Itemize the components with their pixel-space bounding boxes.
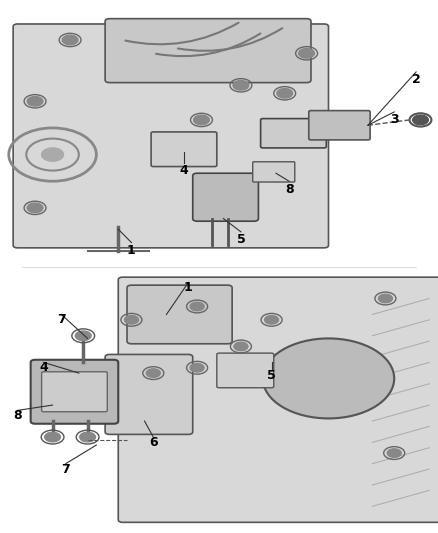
Circle shape bbox=[234, 342, 248, 351]
Circle shape bbox=[190, 364, 204, 372]
Text: 1: 1 bbox=[127, 244, 136, 257]
FancyBboxPatch shape bbox=[42, 372, 107, 411]
Text: 8: 8 bbox=[13, 409, 22, 422]
Text: 7: 7 bbox=[57, 313, 66, 326]
Circle shape bbox=[194, 115, 209, 125]
FancyBboxPatch shape bbox=[105, 354, 193, 434]
FancyBboxPatch shape bbox=[309, 110, 370, 140]
Text: 2: 2 bbox=[412, 74, 420, 86]
FancyBboxPatch shape bbox=[217, 353, 274, 388]
Text: 6: 6 bbox=[149, 436, 158, 449]
Circle shape bbox=[299, 49, 314, 58]
FancyBboxPatch shape bbox=[105, 19, 311, 83]
Circle shape bbox=[378, 294, 392, 303]
Text: 4: 4 bbox=[180, 164, 188, 177]
Circle shape bbox=[387, 449, 401, 457]
Text: 7: 7 bbox=[61, 463, 70, 475]
Text: 8: 8 bbox=[285, 183, 293, 196]
Circle shape bbox=[413, 115, 428, 125]
Circle shape bbox=[27, 96, 43, 106]
FancyBboxPatch shape bbox=[151, 132, 217, 166]
Text: 1: 1 bbox=[184, 281, 193, 294]
Circle shape bbox=[27, 203, 43, 213]
Circle shape bbox=[80, 432, 95, 442]
Circle shape bbox=[265, 316, 279, 324]
FancyBboxPatch shape bbox=[31, 360, 118, 424]
FancyBboxPatch shape bbox=[193, 173, 258, 221]
FancyBboxPatch shape bbox=[261, 118, 326, 148]
FancyBboxPatch shape bbox=[118, 277, 438, 522]
Text: 5: 5 bbox=[237, 233, 245, 246]
Circle shape bbox=[146, 369, 160, 377]
Circle shape bbox=[42, 148, 64, 161]
Circle shape bbox=[75, 331, 91, 341]
Text: 4: 4 bbox=[39, 361, 48, 374]
Text: 3: 3 bbox=[390, 114, 399, 126]
FancyBboxPatch shape bbox=[253, 162, 295, 182]
Circle shape bbox=[124, 316, 138, 324]
Text: 5: 5 bbox=[267, 369, 276, 382]
Circle shape bbox=[62, 35, 78, 45]
Circle shape bbox=[233, 80, 249, 90]
Circle shape bbox=[45, 432, 60, 442]
FancyBboxPatch shape bbox=[13, 24, 328, 248]
FancyBboxPatch shape bbox=[127, 285, 232, 344]
Circle shape bbox=[277, 88, 293, 98]
Circle shape bbox=[190, 302, 204, 311]
Circle shape bbox=[263, 338, 394, 418]
